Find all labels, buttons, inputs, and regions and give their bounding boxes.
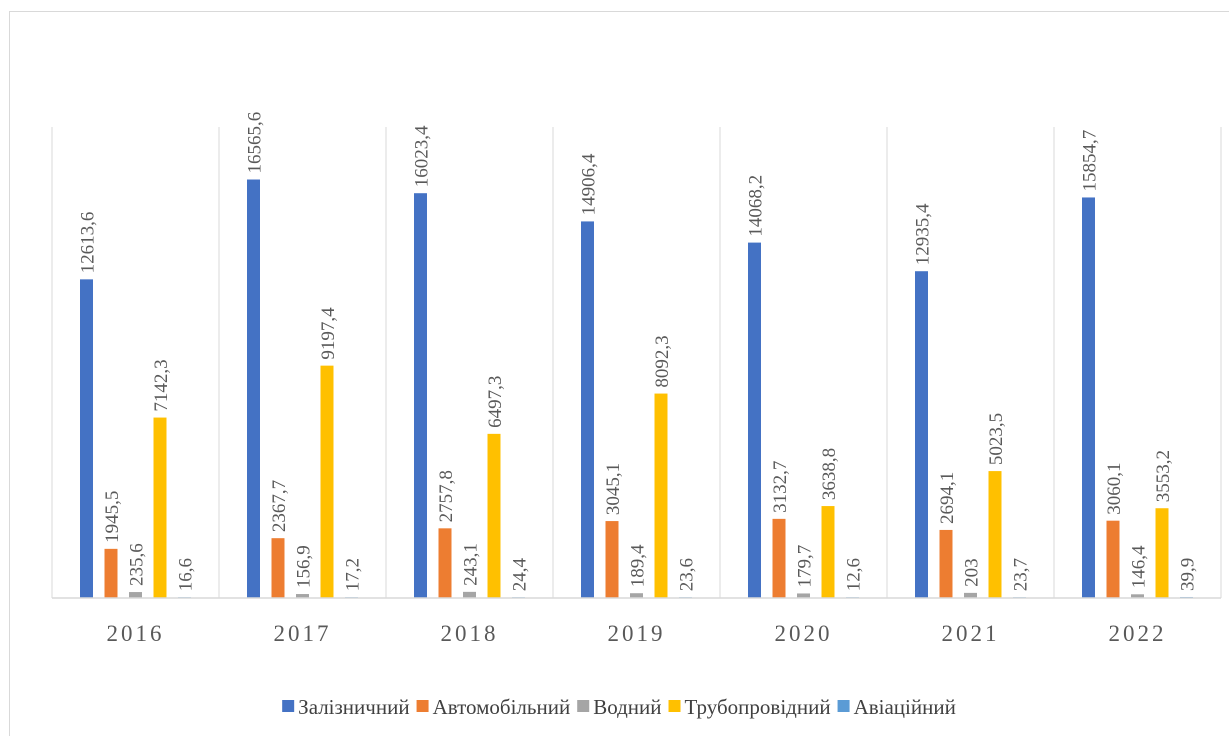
- data-label: 17,2: [343, 558, 364, 591]
- data-label: 15854,7: [1080, 130, 1101, 192]
- legend-label: Трубопровідний: [685, 695, 831, 719]
- bar-3-2016: [129, 592, 142, 598]
- data-label: 235,6: [127, 543, 148, 586]
- category-label: 2022: [1109, 621, 1167, 646]
- legend-swatch: [837, 700, 850, 712]
- data-label: 156,9: [294, 545, 315, 588]
- data-label: 12613,6: [78, 212, 99, 274]
- data-label: 6497,3: [485, 376, 506, 428]
- bar-3-2020: [797, 593, 810, 598]
- data-label: 39,9: [1178, 558, 1199, 591]
- data-label: 2757,8: [436, 470, 457, 522]
- data-label: 146,4: [1129, 545, 1150, 588]
- bar-2-2018: [438, 528, 452, 598]
- data-label: 5023,5: [986, 413, 1007, 465]
- bar-3-2021: [964, 592, 977, 598]
- legend-item: Авіаційний: [837, 695, 956, 719]
- category-label: 2016: [107, 621, 165, 646]
- data-label: 3638,8: [819, 448, 840, 500]
- bar-2-2020: [772, 518, 786, 598]
- data-label: 16,6: [176, 558, 197, 591]
- category-label: 2020: [775, 621, 833, 646]
- category-label: 2017: [274, 621, 332, 646]
- bar-1-2020: [748, 242, 761, 598]
- data-label: 179,7: [795, 545, 816, 588]
- bar-4-2016: [153, 417, 167, 598]
- bar-4-2020: [821, 506, 835, 598]
- category-separators: [51, 127, 1222, 598]
- category-label: 2019: [608, 621, 666, 646]
- chart-frame: [9, 11, 1229, 736]
- data-label: 7142,3: [151, 359, 172, 411]
- legend-label: Залізничний: [298, 695, 409, 719]
- data-label: 3132,7: [770, 461, 791, 513]
- bar-2-2019: [605, 521, 619, 598]
- data-label: 14068,2: [746, 175, 767, 237]
- data-label: 189,4: [628, 544, 649, 587]
- category-label: 2018: [441, 621, 499, 646]
- category-labels: 2016 2017 2018 2019 2020 2021 2022: [107, 621, 1167, 646]
- bar-2-2022: [1106, 520, 1120, 598]
- legend: Залізничний Автомобільний Водний Трубопрові…: [282, 695, 956, 719]
- legend-item: Водний: [577, 695, 662, 719]
- data-label: 12,6: [844, 558, 865, 591]
- data-label: 12935,4: [913, 203, 934, 265]
- bar-2-2017: [271, 538, 285, 598]
- bar-1-2022: [1082, 197, 1095, 598]
- bar-2-2021: [939, 529, 953, 598]
- bar-1-2021: [915, 271, 928, 598]
- data-label: 23,6: [677, 558, 698, 591]
- bar-3-2022: [1131, 594, 1144, 598]
- bar-2-2016: [104, 548, 118, 598]
- legend-swatch: [577, 700, 590, 712]
- data-label: 16023,4: [412, 125, 433, 187]
- bar-1-2017: [247, 179, 260, 599]
- category-label: 2021: [942, 621, 1000, 646]
- legend-label: Водний: [593, 695, 661, 719]
- bars: [80, 179, 1193, 599]
- data-label: 24,4: [510, 557, 531, 591]
- data-label: 16565,6: [245, 112, 266, 174]
- data-label: 23,7: [1011, 558, 1032, 591]
- bar-1-2019: [581, 221, 594, 598]
- data-label: 203: [962, 558, 983, 587]
- data-label: 3045,1: [603, 463, 624, 515]
- bar-4-2022: [1155, 508, 1169, 598]
- legend-item: Автомобільний: [416, 695, 571, 719]
- legend-swatch: [416, 700, 429, 712]
- bar-3-2017: [296, 594, 309, 598]
- legend-swatch: [668, 700, 681, 712]
- legend-item: Залізничний: [282, 695, 410, 719]
- data-label: 3060,1: [1104, 462, 1125, 514]
- legend-item: Трубопровідний: [668, 695, 831, 719]
- legend-label: Авіаційний: [854, 695, 956, 719]
- bar-3-2019: [630, 593, 643, 598]
- bar-1-2016: [80, 279, 93, 598]
- bar-4-2017: [320, 365, 334, 598]
- data-label: 3553,2: [1153, 450, 1174, 502]
- data-label: 8092,3: [652, 335, 673, 387]
- data-label: 243,1: [461, 543, 482, 586]
- bar-1-2018: [414, 193, 427, 599]
- data-label: 9197,4: [318, 307, 339, 360]
- bar-4-2019: [654, 393, 668, 598]
- bar-3-2018: [463, 591, 476, 598]
- legend-swatch: [282, 700, 295, 712]
- data-label: 14906,4: [579, 153, 600, 215]
- data-label: 2367,7: [269, 480, 290, 532]
- bar-4-2018: [487, 433, 501, 598]
- data-label: 1945,5: [102, 491, 123, 543]
- bar-4-2021: [988, 471, 1002, 598]
- data-label: 2694,1: [937, 472, 958, 524]
- legend-label: Автомобільний: [433, 695, 571, 719]
